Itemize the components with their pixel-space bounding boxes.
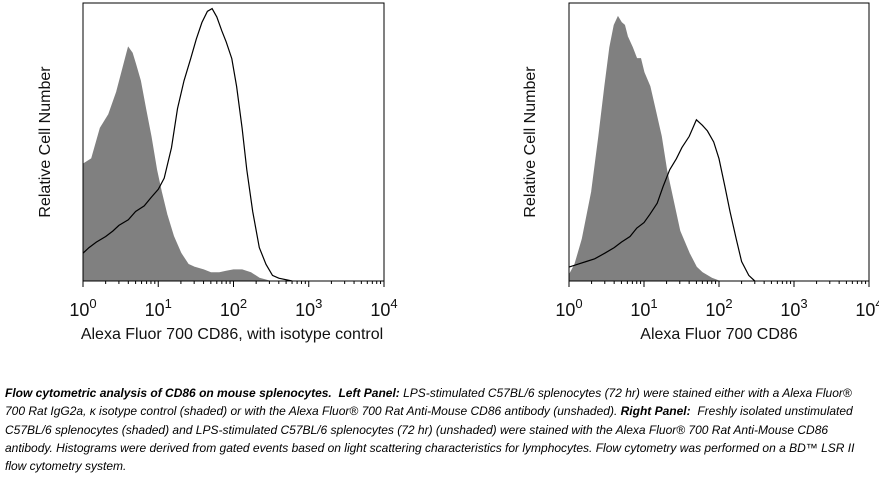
x-tick-label: 103 [780, 296, 807, 320]
x-axis-label: Alexa Fluor 700 CD86 [640, 326, 798, 343]
unshaded-histogram [82, 7, 293, 282]
x-tick-label: 100 [555, 296, 582, 320]
histogram-panel-1: 100 101 102 103 104 Alexa Fluor 700 CD86, wit… [37, 2, 398, 343]
caption-right-text: Freshly isolated unstimulated C57BL/6 sp… [5, 404, 855, 474]
unshaded-histogram [568, 118, 756, 282]
x-axis-label: Alexa Fluor 700 CD86, with isotype contr… [81, 326, 383, 343]
x-tick-label: 101 [630, 296, 657, 320]
y-axis-label: Relative Cell Number [522, 66, 539, 218]
caption-right-label: Right Panel: [620, 404, 691, 419]
x-tick-label: 104 [370, 296, 397, 320]
x-tick-label: 103 [295, 296, 322, 320]
y-axis-label: Relative Cell Number [37, 66, 54, 218]
x-tick-label: 102 [705, 296, 732, 320]
caption-left-label: Left Panel: [338, 386, 400, 400]
shaded-histogram [82, 46, 270, 282]
caption-heading: Flow cytometric analysis of CD86 on mous… [5, 386, 332, 400]
shaded-histogram [568, 15, 720, 282]
caption-left-text: LPS-stimulated C57BL/6 splenocytes (72 h… [5, 386, 852, 419]
flow-cytometry-figure: 100 101 102 103 104 Alexa Fluor 700 CD86, wit… [37, 2, 879, 343]
figure-caption: Flow cytometric analysis of CD86 on mous… [5, 384, 865, 475]
x-tick-label: 102 [220, 296, 247, 320]
x-tick-label: 104 [855, 296, 879, 320]
x-tick-label: 100 [69, 296, 96, 320]
histogram-panel-2: 100 101 102 103 104 Alexa Fluor 700 CD86 Relat… [522, 2, 879, 343]
x-tick-label: 101 [145, 296, 172, 320]
